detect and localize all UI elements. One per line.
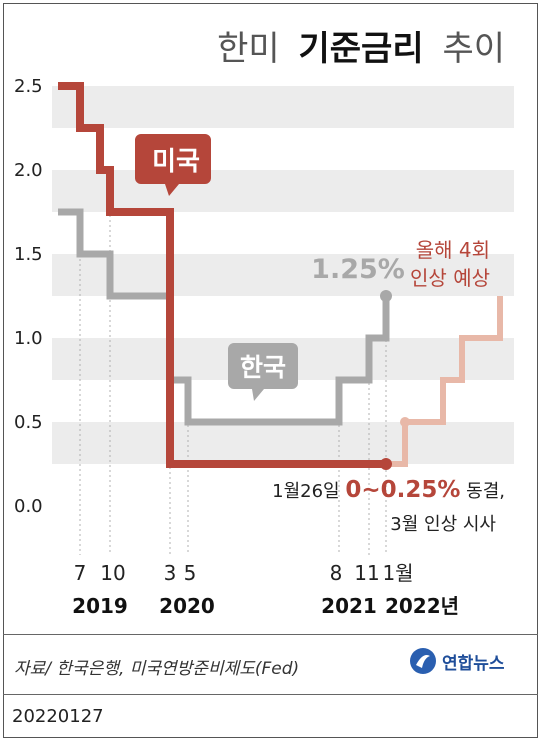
freeze-note: 1월26일 0~0.25% 동결, bbox=[272, 477, 505, 503]
title-prefix: 한미 bbox=[217, 29, 280, 69]
x-tick-label: 8 bbox=[330, 561, 343, 585]
title-bold: 기준금리 bbox=[299, 29, 424, 69]
x-tick-label: 1월 bbox=[382, 561, 413, 585]
footer-divider-top bbox=[3, 634, 538, 635]
freeze-note-value: 0~0.25% bbox=[345, 477, 460, 503]
yonhap-logo-icon bbox=[410, 648, 436, 674]
us-end-point bbox=[380, 458, 392, 470]
y-tick-label: 0.0 bbox=[14, 496, 43, 517]
y-axis: 2.5 2.0 1.5 1.0 0.5 0.0 bbox=[14, 76, 43, 517]
grid-band bbox=[52, 86, 514, 128]
x-axis-months: 7 10 3 5 8 11 1월 bbox=[74, 561, 414, 585]
series-line-forecast bbox=[386, 296, 503, 467]
forecast-label-line2: 인상 예상 bbox=[410, 266, 490, 290]
x-axis-years: 2019 2020 2021 2022년 bbox=[72, 594, 459, 618]
series-line-us bbox=[58, 82, 386, 468]
x-tick-label: 10 bbox=[100, 561, 125, 585]
grid-band bbox=[52, 254, 514, 296]
y-tick-label: 1.5 bbox=[14, 244, 43, 265]
x-tick-label: 7 bbox=[74, 561, 87, 585]
kr-callout: 한국 bbox=[228, 343, 298, 401]
chart-title: 한미 기준금리 추이 bbox=[217, 29, 505, 69]
kr-callout-bubble bbox=[228, 343, 298, 401]
footer-divider-bottom bbox=[3, 694, 538, 695]
source-text: 자료/ 한국은행, 미국연방준비제도(Fed) bbox=[14, 659, 300, 679]
kr-value-label: 1.25% bbox=[311, 254, 405, 285]
title-suffix: 추이 bbox=[442, 29, 505, 69]
yonhap-logo: 연합뉴스 bbox=[408, 644, 505, 678]
x-tick-label: 3 bbox=[164, 561, 177, 585]
forecast-point bbox=[400, 417, 410, 427]
grid-band bbox=[52, 422, 514, 464]
freeze-note-prefix: 1월26일 bbox=[272, 481, 345, 502]
grid-band bbox=[52, 170, 514, 212]
year-label: 2019 bbox=[72, 594, 128, 618]
freeze-note-suffix: 동결, bbox=[466, 481, 505, 502]
year-label: 2020 bbox=[159, 594, 215, 618]
us-label: 미국 bbox=[152, 147, 200, 177]
y-tick-label: 2.5 bbox=[14, 76, 43, 97]
forecast-label-line1: 올해 4회 bbox=[416, 238, 490, 262]
us-callout: 미국 bbox=[135, 134, 211, 196]
y-tick-label: 2.0 bbox=[14, 160, 43, 181]
freeze-note-line2: 3월 인상 시사 bbox=[390, 514, 496, 535]
kr-label: 한국 bbox=[240, 353, 286, 382]
yonhap-logo-text: 연합뉴스 bbox=[442, 653, 505, 674]
year-label: 2021 bbox=[321, 594, 377, 618]
us-callout-bubble bbox=[135, 134, 211, 196]
year-label: 2022년 bbox=[385, 594, 459, 618]
x-tick-label: 11 bbox=[354, 561, 379, 585]
date-stamp: 20220127 bbox=[12, 706, 104, 727]
y-tick-label: 1.0 bbox=[14, 328, 43, 349]
grid-bands bbox=[52, 86, 514, 464]
kr-end-point bbox=[380, 290, 392, 302]
series-line-kr bbox=[58, 208, 390, 426]
y-tick-label: 0.5 bbox=[14, 412, 43, 433]
x-tick-label: 5 bbox=[184, 561, 197, 585]
